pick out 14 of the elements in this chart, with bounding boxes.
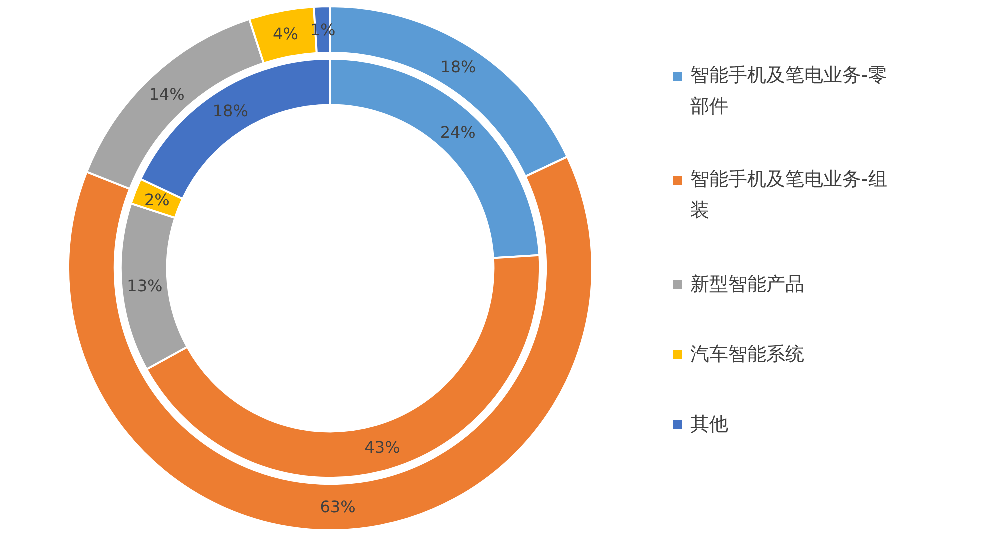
legend-label: 智能手机及笔电业务-组装 [690, 168, 888, 222]
data-label: 2% [144, 190, 170, 210]
legend-label: 新型智能产品 [690, 274, 804, 296]
legend-label: 汽车智能系统 [690, 344, 804, 366]
data-label: 14% [149, 84, 185, 104]
data-label: 18% [212, 102, 248, 121]
data-label: 4% [273, 24, 298, 44]
data-label: 18% [440, 57, 476, 76]
data-label: 13% [127, 276, 163, 296]
data-label: 24% [440, 123, 476, 142]
data-label: 43% [364, 438, 400, 457]
legend-label: 其他 [690, 414, 728, 436]
data-label: 63% [320, 498, 356, 517]
legend-label: 智能手机及笔电业务-零部件 [690, 64, 888, 118]
